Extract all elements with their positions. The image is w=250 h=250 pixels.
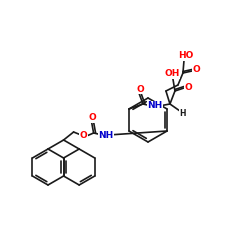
Text: HO: HO bbox=[178, 52, 194, 60]
Text: O: O bbox=[89, 114, 96, 122]
Text: O: O bbox=[80, 132, 88, 140]
Text: O: O bbox=[184, 82, 192, 92]
Text: OH: OH bbox=[164, 70, 180, 78]
Text: NH: NH bbox=[147, 102, 162, 110]
Text: O: O bbox=[136, 84, 144, 94]
Text: NH: NH bbox=[98, 130, 113, 140]
Text: O: O bbox=[192, 66, 200, 74]
Text: H: H bbox=[180, 110, 186, 118]
